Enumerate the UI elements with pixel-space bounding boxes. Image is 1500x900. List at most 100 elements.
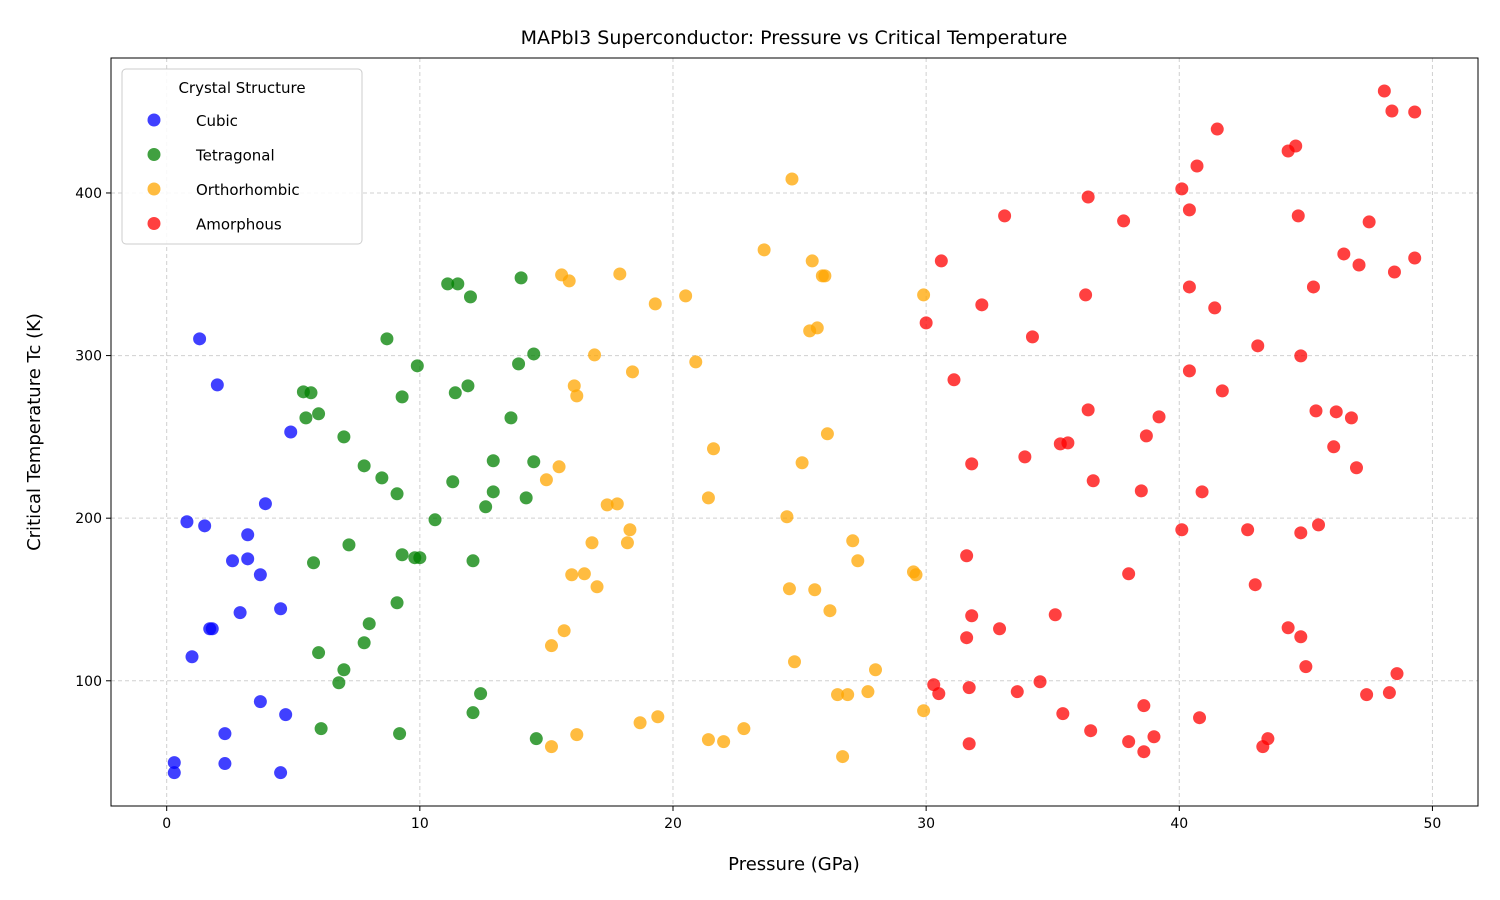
point-amorphous <box>1190 159 1204 173</box>
point-orthorhombic <box>539 473 553 487</box>
point-orthorhombic <box>620 536 634 550</box>
point-amorphous <box>1309 404 1323 418</box>
legend-label-amorphous: Amorphous <box>196 216 282 234</box>
point-amorphous <box>1210 122 1224 136</box>
x-tick-label: 10 <box>411 816 429 832</box>
point-orthorhombic <box>820 427 834 441</box>
point-tetragonal <box>314 722 328 736</box>
point-amorphous <box>1327 440 1341 454</box>
point-amorphous <box>1134 484 1148 498</box>
point-amorphous <box>1377 84 1391 98</box>
point-tetragonal <box>337 430 351 444</box>
point-orthorhombic <box>585 536 599 550</box>
point-orthorhombic <box>818 269 832 283</box>
point-cubic <box>198 519 212 533</box>
point-tetragonal <box>504 411 518 425</box>
point-cubic <box>241 528 255 542</box>
point-amorphous <box>1048 608 1062 622</box>
point-amorphous <box>1294 630 1308 644</box>
point-amorphous <box>1147 730 1161 744</box>
point-tetragonal <box>514 271 528 285</box>
point-amorphous <box>1193 711 1207 725</box>
point-orthorhombic <box>590 580 604 594</box>
point-amorphous <box>1175 182 1189 196</box>
point-cubic <box>185 650 199 664</box>
point-amorphous <box>1117 214 1131 228</box>
point-orthorhombic <box>701 491 715 505</box>
point-amorphous <box>934 254 948 268</box>
point-cubic <box>274 602 288 616</box>
point-amorphous <box>1086 474 1100 488</box>
point-orthorhombic <box>567 379 581 393</box>
point-cubic <box>233 606 247 620</box>
point-orthorhombic <box>623 523 637 537</box>
point-amorphous <box>947 373 961 387</box>
point-tetragonal <box>486 454 500 468</box>
point-tetragonal <box>395 548 409 562</box>
y-tick-label: 200 <box>75 511 102 527</box>
x-tick-label: 50 <box>1424 816 1442 832</box>
point-cubic <box>193 332 207 346</box>
point-orthorhombic <box>562 274 576 288</box>
point-amorphous <box>1360 688 1374 702</box>
point-orthorhombic <box>625 365 639 379</box>
point-amorphous <box>1299 660 1313 674</box>
point-tetragonal <box>380 332 394 346</box>
point-tetragonal <box>466 706 480 720</box>
point-tetragonal <box>395 390 409 404</box>
point-amorphous <box>1084 724 1098 738</box>
point-tetragonal <box>466 554 480 568</box>
point-amorphous <box>1139 429 1153 443</box>
point-orthorhombic <box>544 639 558 653</box>
point-amorphous <box>1137 745 1151 759</box>
x-tick-label: 0 <box>162 816 171 832</box>
chart-title: MAPbI3 Superconductor: Pressure vs Criti… <box>521 27 1068 49</box>
point-orthorhombic <box>613 267 627 281</box>
point-amorphous <box>1382 686 1396 700</box>
point-orthorhombic <box>788 655 801 669</box>
point-orthorhombic <box>600 498 614 512</box>
point-amorphous <box>1408 105 1422 119</box>
point-amorphous <box>1337 247 1351 261</box>
point-cubic <box>167 756 181 770</box>
point-tetragonal <box>527 347 541 361</box>
point-amorphous <box>1215 384 1229 398</box>
point-tetragonal <box>299 411 313 425</box>
point-tetragonal <box>461 379 475 393</box>
y-tick-label: 100 <box>75 674 102 690</box>
point-orthorhombic <box>570 389 584 403</box>
point-cubic <box>210 378 224 392</box>
point-orthorhombic <box>552 460 566 474</box>
point-orthorhombic <box>917 288 931 302</box>
point-amorphous <box>1251 339 1265 353</box>
point-tetragonal <box>529 732 543 746</box>
point-orthorhombic <box>831 688 845 702</box>
point-amorphous <box>1018 450 1032 464</box>
point-amorphous <box>932 687 946 701</box>
point-amorphous <box>1294 349 1308 363</box>
point-amorphous <box>1312 518 1326 532</box>
point-orthorhombic <box>869 663 883 677</box>
point-amorphous <box>1010 685 1024 699</box>
point-amorphous <box>1281 621 1295 635</box>
y-tick-label: 400 <box>75 186 102 202</box>
point-tetragonal <box>342 538 356 552</box>
point-orthorhombic <box>836 750 850 764</box>
point-amorphous <box>1056 707 1070 721</box>
point-orthorhombic <box>701 733 715 747</box>
point-orthorhombic <box>544 740 558 754</box>
point-tetragonal <box>393 727 407 741</box>
point-orthorhombic <box>651 710 665 724</box>
point-tetragonal <box>357 459 371 473</box>
point-tetragonal <box>410 359 424 373</box>
point-amorphous <box>1152 410 1166 424</box>
point-cubic <box>284 425 298 439</box>
point-tetragonal <box>486 485 500 499</box>
point-tetragonal <box>519 491 533 505</box>
legend: Crystal Structure Cubic Tetragonal Orthorh… <box>121 68 363 245</box>
point-tetragonal <box>512 357 526 371</box>
point-amorphous <box>1344 411 1358 425</box>
point-amorphous <box>1208 301 1222 315</box>
point-amorphous <box>960 549 974 563</box>
point-cubic <box>258 497 272 511</box>
